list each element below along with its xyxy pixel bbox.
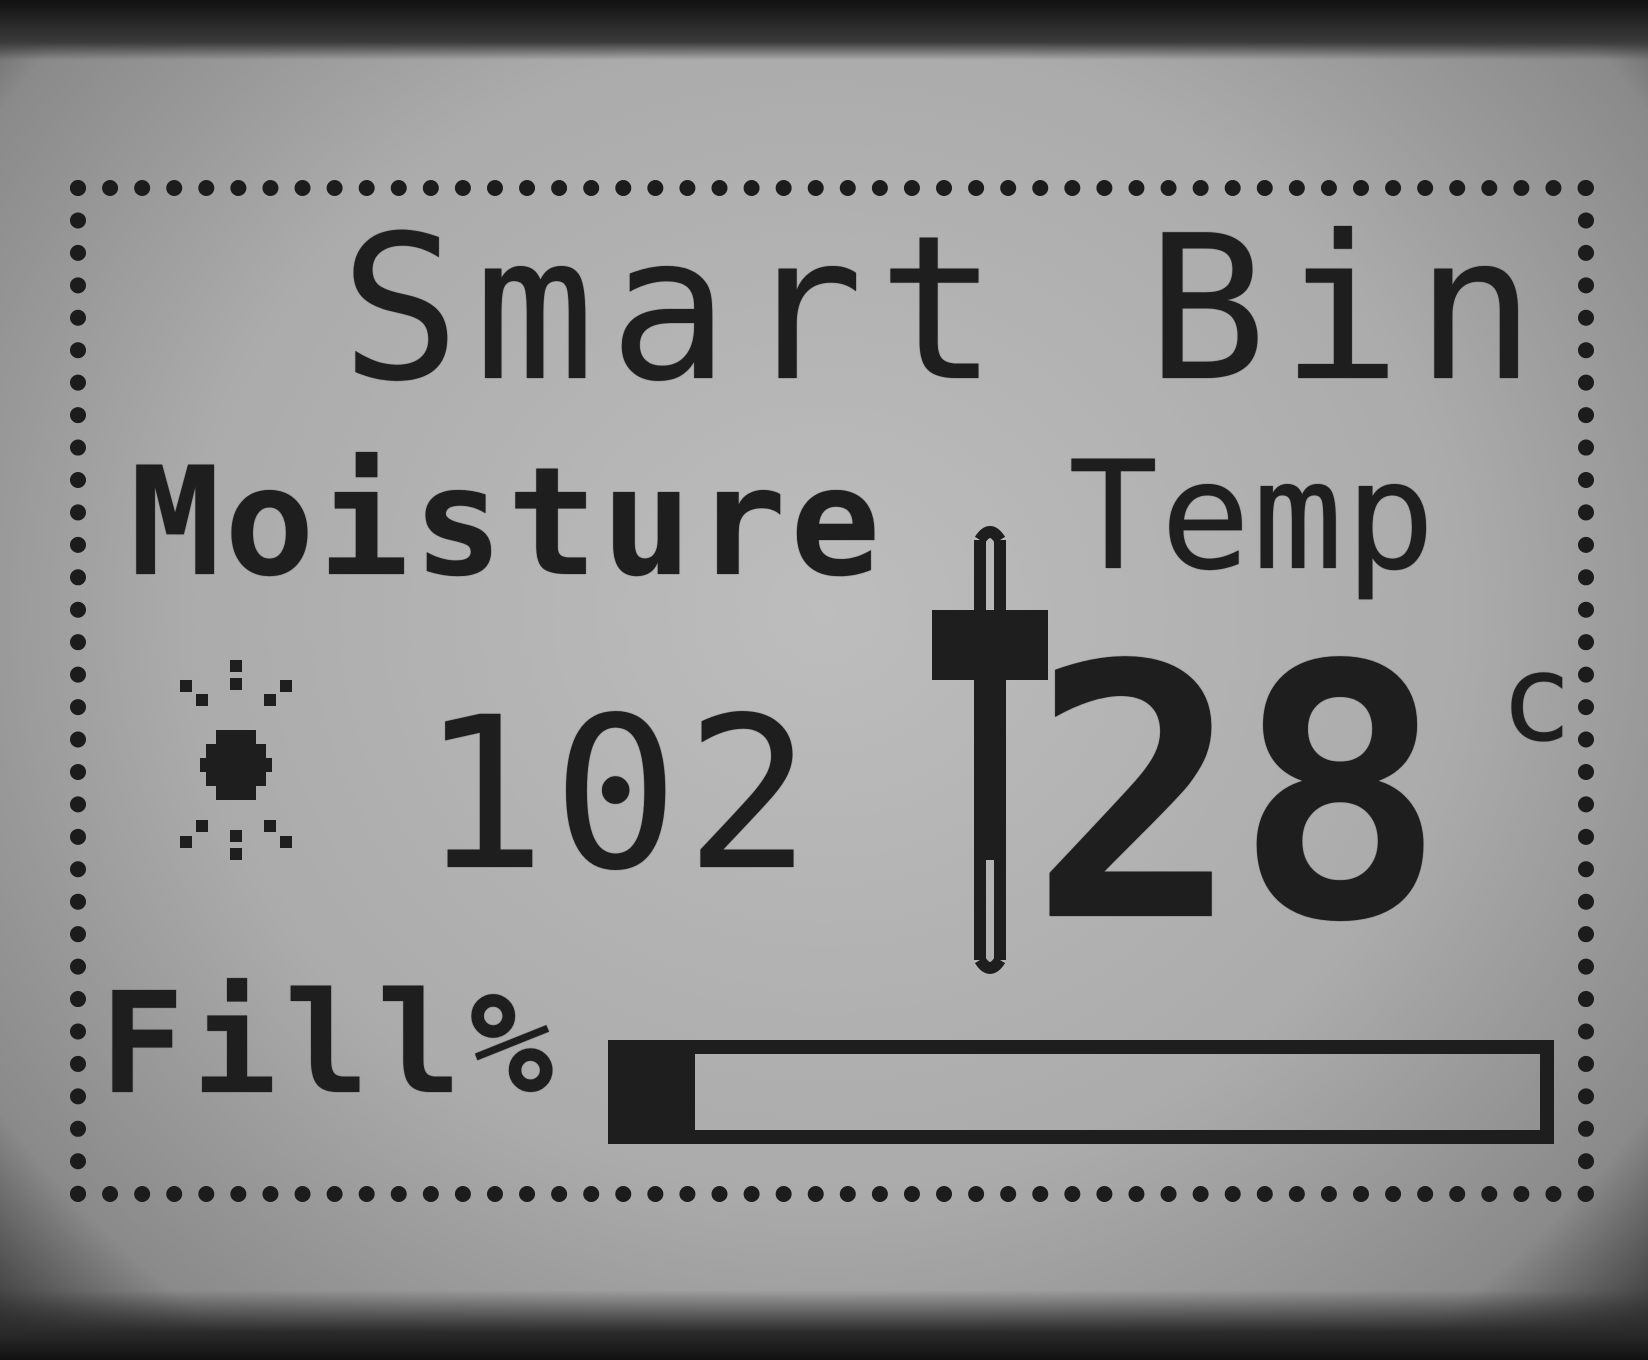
lcd-screen-border [70,180,1594,1202]
bottom-bezel [0,1290,1648,1360]
screen-title: Smart Bin [340,193,1550,426]
fill-label: Fill% [100,963,562,1126]
temperature-unit: c [1500,630,1573,769]
moisture-value: 102 [420,672,818,917]
thermometer-icon [932,526,1048,974]
sun-icon [180,660,292,860]
moisture-label: Moisture [130,436,885,610]
temperature-value: 28 [1030,591,1445,999]
fill-level-bar [608,1040,1554,1144]
fill-level-bar-fill [622,1054,696,1130]
temp-label: Temp [1068,430,1438,604]
top-bezel [0,0,1648,60]
